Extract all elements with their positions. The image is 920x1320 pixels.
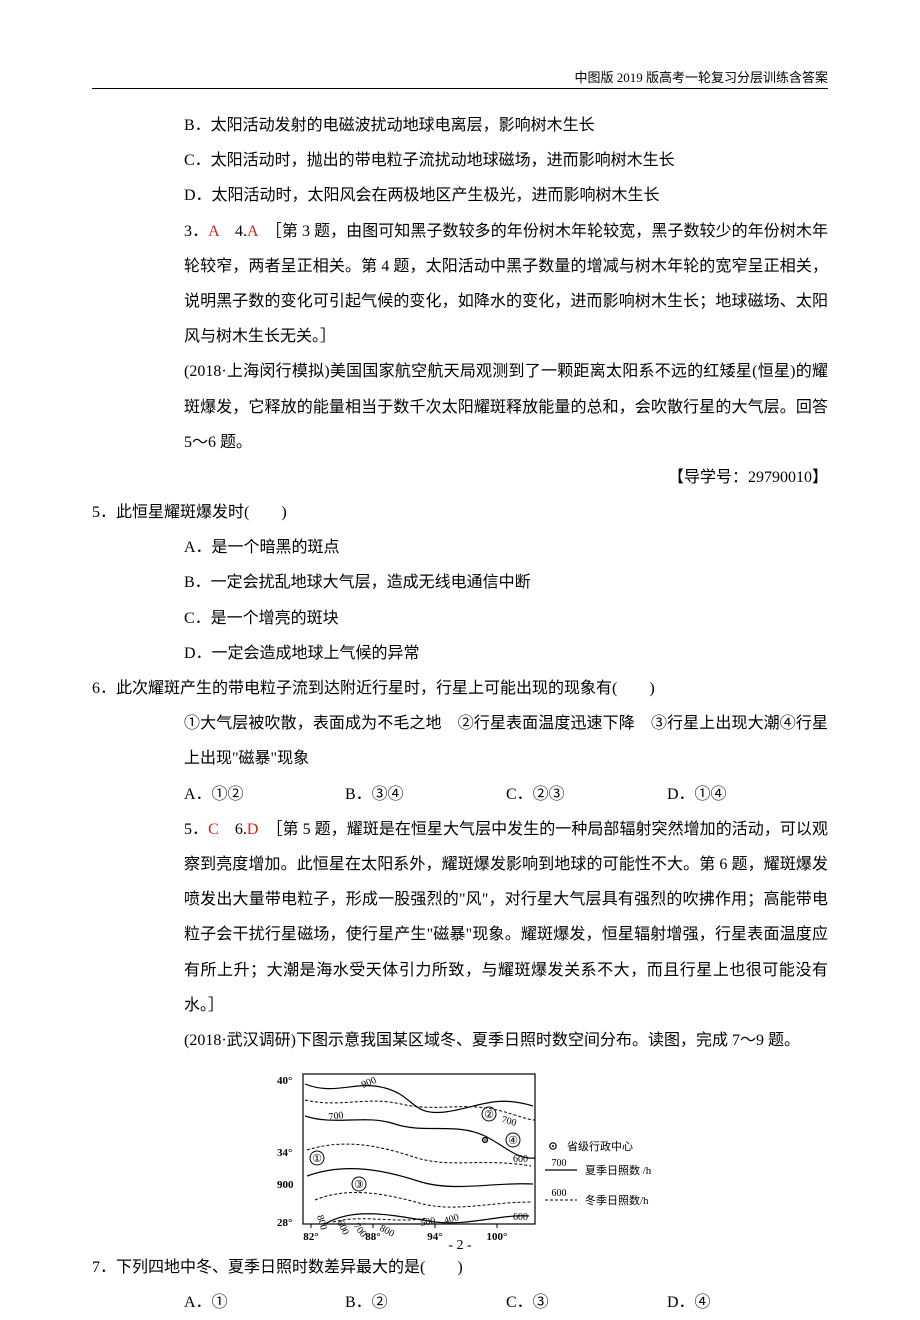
q6-stems: ①大气层被吹散，表面成为不毛之地 ②行星表面温度迅速下降 ③行星上出现大潮④行星… bbox=[92, 706, 828, 776]
q5-option-a: A．是一个暗黑的斑点 bbox=[92, 530, 828, 565]
svg-text:冬季日照数/h: 冬季日照数/h bbox=[585, 1193, 649, 1207]
ans6-label: 6. bbox=[219, 821, 247, 838]
ans34-explanation: ［第 3 题，由图可知黑子数较多的年份树木年轮较宽，黑子数较少的年份树木年轮较窄… bbox=[184, 223, 828, 346]
ans6-value: D bbox=[247, 821, 259, 838]
svg-text:700: 700 bbox=[328, 1110, 344, 1123]
ans5-label: 5． bbox=[184, 821, 208, 838]
q6-option-d: D．①④ bbox=[667, 777, 828, 812]
svg-text:④: ④ bbox=[508, 1135, 518, 1147]
svg-text:500: 500 bbox=[420, 1216, 437, 1229]
svg-text:700: 700 bbox=[552, 1158, 567, 1169]
answer-5-6: 5．C 6.D ［第 5 题，耀斑是在恒星大气层中发生的一种局部辐射突然增加的活… bbox=[92, 812, 828, 1023]
svg-text:700: 700 bbox=[500, 1114, 517, 1129]
svg-text:34°: 34° bbox=[277, 1147, 292, 1159]
q6-option-b: B．③④ bbox=[345, 777, 506, 812]
q6-option-c: C．②③ bbox=[506, 777, 667, 812]
svg-text:40°: 40° bbox=[277, 1075, 292, 1087]
q6-option-a: A．①② bbox=[184, 777, 345, 812]
q5-option-d: D．一定会造成地球上气候的异常 bbox=[92, 636, 828, 671]
document-body: B．太阳活动发射的电磁波扰动地球电离层，影响树木生长 C．太阳活动时，抛出的带电… bbox=[92, 108, 828, 1320]
ans56-explanation: ［第 5 题，耀斑是在恒星大气层中发生的一种局部辐射突然增加的活动，可以观察到亮… bbox=[184, 821, 828, 1014]
svg-text:800: 800 bbox=[314, 1214, 329, 1231]
ans4-value: A bbox=[247, 223, 258, 240]
q3-option-d: D．太阳活动时，太阳风会在两极地区产生极光，进而影响树木生长 bbox=[92, 178, 828, 213]
q7-option-a: A．① bbox=[184, 1285, 345, 1320]
svg-text:夏季日照数 /h: 夏季日照数 /h bbox=[585, 1164, 652, 1177]
svg-text:②: ② bbox=[484, 1109, 494, 1121]
ans3-label: 3． bbox=[184, 223, 208, 240]
svg-text:③: ③ bbox=[354, 1179, 364, 1191]
q3-option-b: B．太阳活动发射的电磁波扰动地球电离层，影响树木生长 bbox=[92, 108, 828, 143]
svg-text:900: 900 bbox=[360, 1075, 378, 1091]
svg-text:28°: 28° bbox=[277, 1217, 292, 1229]
svg-text:600: 600 bbox=[513, 1212, 528, 1223]
ans4-label: 4. bbox=[219, 223, 247, 240]
source-5-6: (2018·上海闵行模拟)美国国家航空航天局观测到了一颗距离太阳系不远的红矮星(… bbox=[92, 354, 828, 460]
svg-text:400: 400 bbox=[443, 1212, 460, 1227]
page-number: - 2 - bbox=[0, 1231, 920, 1262]
svg-text:900: 900 bbox=[277, 1179, 294, 1191]
q7-option-c: C．③ bbox=[506, 1285, 667, 1320]
q7-option-b: B．② bbox=[345, 1285, 506, 1320]
q5-option-b: B．一定会扰乱地球大气层，造成无线电通信中断 bbox=[92, 565, 828, 600]
ans3-value: A bbox=[208, 223, 219, 240]
q7-option-d: D．④ bbox=[667, 1285, 828, 1320]
answer-3-4: 3．A 4.A ［第 3 题，由图可知黑子数较多的年份树木年轮较宽，黑子数较少的… bbox=[92, 214, 828, 355]
q3-option-c: C．太阳活动时，抛出的带电粒子流扰动地球磁场，进而影响树木生长 bbox=[92, 143, 828, 178]
map-figure: 40°34°90028°82°88°94°100°900700700600800… bbox=[245, 1066, 675, 1246]
source-7-9: (2018·武汉调研)下图示意我国某区域冬、夏季日照时数空间分布。读图，完成 7… bbox=[92, 1023, 828, 1058]
q6-options-row: A．①② B．③④ C．②③ D．①④ bbox=[92, 777, 828, 812]
svg-text:①: ① bbox=[312, 1153, 322, 1165]
guide-number-56: 【导学号：29790010】 bbox=[92, 460, 828, 495]
q5-option-c: C．是一个增亮的斑块 bbox=[92, 601, 828, 636]
q7-options-row: A．① B．② C．③ D．④ bbox=[92, 1285, 828, 1320]
question-6: 6．此次耀斑产生的带电粒子流到达附近行星时，行星上可能出现的现象有( ) bbox=[92, 671, 828, 706]
header-rule bbox=[92, 88, 828, 89]
ans5-value: C bbox=[208, 821, 219, 838]
svg-text:600: 600 bbox=[552, 1188, 567, 1199]
svg-text:省级行政中心: 省级行政中心 bbox=[567, 1139, 633, 1153]
question-5: 5．此恒星耀斑爆发时( ) bbox=[92, 495, 828, 530]
svg-text:600: 600 bbox=[513, 1154, 528, 1165]
